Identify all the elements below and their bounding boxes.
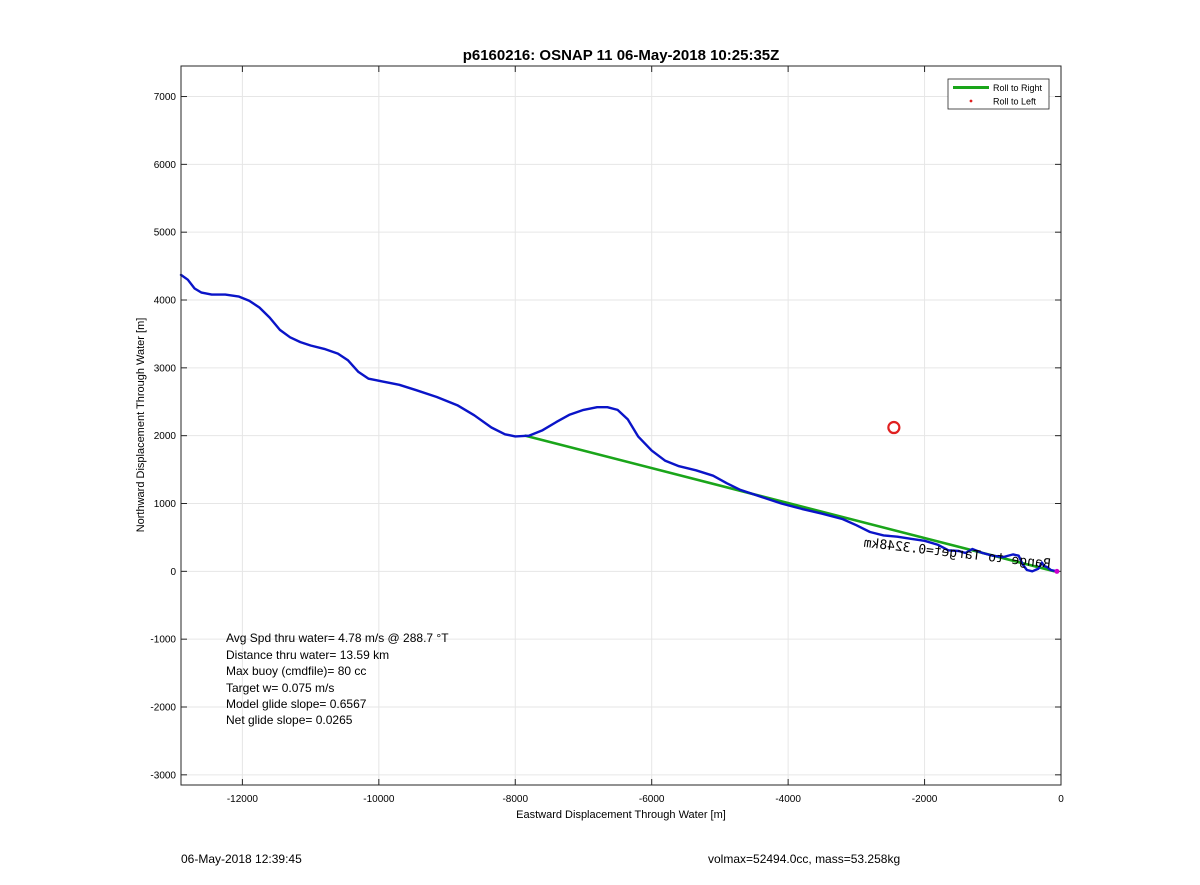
y-axis-label: Northward Displacement Through Water [m] [135,318,147,533]
glider-track-line [179,273,1059,573]
legend: Roll to Right Roll to Left [947,78,1050,110]
annotation-distance: Distance thru water= 13.59 km [226,648,389,662]
plot-area [181,66,1061,785]
x-tick-label: 0 [1058,794,1064,805]
x-tick-label: -10000 [363,794,395,805]
x-axis-label: Eastward Displacement Through Water [m] [516,809,726,821]
y-tick-label: 5000 [154,228,177,239]
grid-lines [181,66,1062,785]
legend-box [947,78,1050,110]
y-tick-label: -2000 [150,702,176,713]
plot-border [180,65,1062,786]
annotation-block: Avg Spd thru water= 4.78 m/s @ 288.7 °T … [226,631,449,727]
markers [887,420,1060,574]
y-tick-label: 2000 [154,431,177,442]
y-tick-label: 7000 [154,92,177,103]
annotation-model-glide: Model glide slope= 0.6567 [226,697,367,711]
x-axis-ticks: -12000 -10000 -8000 -6000 -4000 -2000 0 [227,66,1064,805]
chart-title: p6160216: OSNAP 11 06-May-2018 10:25:35Z [463,47,780,64]
y-tick-label: 4000 [154,296,177,307]
target-circle-marker [887,420,901,435]
y-tick-label: 0 [170,567,176,578]
legend-roll-left-swatch [969,99,973,103]
x-tick-label: -2000 [912,794,938,805]
y-tick-label: 6000 [154,160,177,171]
y-axis-ticks: -3000 -2000 -1000 0 1000 2000 3000 4000 5000 6000… [150,92,1061,781]
annotation-net-glide: Net glide slope= 0.0265 [226,713,353,727]
y-tick-label: 3000 [154,363,177,374]
annotation-avg-speed: Avg Spd thru water= 4.78 m/s @ 288.7 °T [226,631,449,645]
roll-to-right-line [524,434,1056,573]
x-tick-label: -8000 [502,794,528,805]
end-point-marker [1054,568,1060,574]
annotation-max-buoy: Max buoy (cmdfile)= 80 cc [226,664,366,678]
series-lines [179,273,1059,573]
x-tick-label: -6000 [639,794,665,805]
y-tick-label: -3000 [150,770,176,781]
x-tick-label: -4000 [775,794,801,805]
y-tick-label: 1000 [154,499,177,510]
footer-timestamp: 06-May-2018 12:39:45 [181,852,302,866]
annotation-target-w: Target w= 0.075 m/s [226,681,334,695]
y-tick-label: -1000 [150,635,176,646]
legend-roll-left-label: Roll to Left [993,97,1037,107]
x-tick-label: -12000 [227,794,259,805]
legend-roll-right-label: Roll to Right [993,83,1043,93]
footer-mass-info: volmax=52494.0cc, mass=53.258kg [708,852,901,866]
